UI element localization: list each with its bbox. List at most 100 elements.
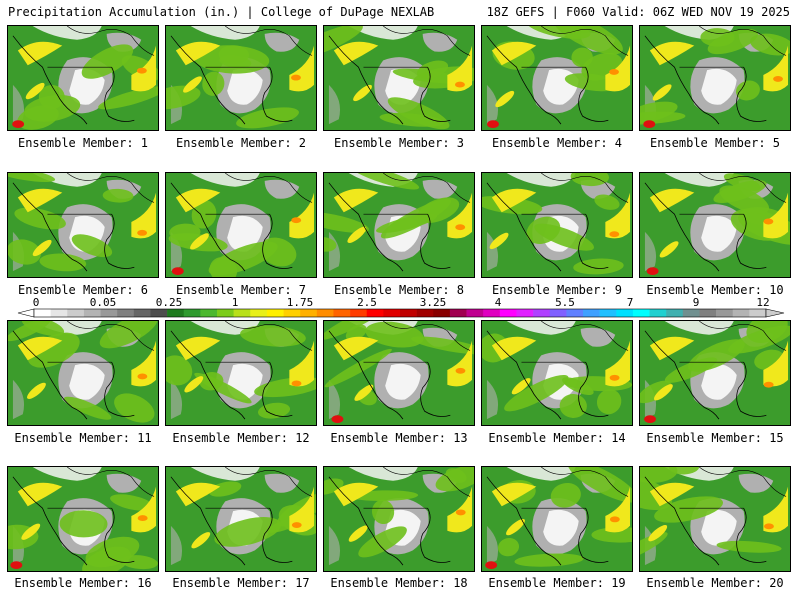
ensemble-member-number: 5 <box>772 136 781 150</box>
colorbar-tick-label: 1 <box>231 296 239 309</box>
ensemble-member-label: Ensemble Member: <box>17 283 134 297</box>
colorbar-swatch <box>300 309 318 317</box>
chart-title: Precipitation Accumulation (in.) | Colle… <box>8 5 435 19</box>
colorbar-swatch <box>599 309 617 317</box>
colorbar-tick-label: 9 <box>692 296 700 309</box>
ensemble-member-number: 13 <box>453 431 468 445</box>
colorbar-tick-label: 0 <box>32 296 40 309</box>
ensemble-member-caption: Ensemble Member: 4 <box>478 136 636 150</box>
ensemble-member-label: Ensemble Member: <box>172 431 288 445</box>
ensemble-member-number: 17 <box>295 576 310 590</box>
colorbar-swatch <box>100 309 118 317</box>
colorbar-swatch <box>499 309 517 317</box>
ensemble-member-number: 8 <box>456 283 465 297</box>
colorbar-swatch <box>50 309 68 317</box>
colorbar-swatch <box>266 309 284 317</box>
ensemble-member-label: Ensemble Member: <box>646 431 762 445</box>
ensemble-member-label: Ensemble Member: <box>330 576 446 590</box>
colorbar-swatch <box>67 309 85 317</box>
ensemble-member-number: 19 <box>611 576 626 590</box>
ensemble-member-label: Ensemble Member: <box>491 136 608 150</box>
colorbar-swatch <box>183 309 201 317</box>
colorbar-swatch <box>732 309 750 317</box>
colorbar-swatch <box>716 309 734 317</box>
colorbar-tick-label: 0.05 <box>89 296 117 309</box>
colorbar-swatch <box>200 309 218 317</box>
ensemble-member-caption: Ensemble Member: 14 <box>478 431 636 445</box>
colorbar-left-arrow <box>17 308 35 318</box>
ensemble-member-label: Ensemble Member: <box>14 576 130 590</box>
ensemble-member-label: Ensemble Member: <box>330 431 446 445</box>
ensemble-map-1 <box>7 25 159 131</box>
colorbar-tick-label: 1.75 <box>286 296 314 309</box>
ensemble-member-label: Ensemble Member: <box>491 283 608 297</box>
ensemble-member-label: Ensemble Member: <box>14 431 130 445</box>
colorbar-swatch <box>533 309 551 317</box>
colorbar-swatch <box>283 309 301 317</box>
ensemble-member-caption: Ensemble Member: 20 <box>636 576 794 590</box>
colorbar-tick-label: 3.25 <box>419 296 447 309</box>
colorbar-swatch <box>749 309 767 317</box>
ensemble-member-label: Ensemble Member: <box>175 283 292 297</box>
colorbar-swatch <box>150 309 168 317</box>
ensemble-map-9 <box>481 172 633 278</box>
model-run-info: 18Z GEFS | F060 Valid: 06Z WED NOV 19 20… <box>486 5 790 19</box>
colorbar-swatch <box>400 309 417 317</box>
ensemble-member-label: Ensemble Member: <box>646 576 762 590</box>
ensemble-map-6 <box>7 172 159 278</box>
ensemble-member-number: 7 <box>298 283 307 297</box>
ensemble-member-caption: Ensemble Member: 12 <box>162 431 320 445</box>
ensemble-map-8 <box>323 172 475 278</box>
ensemble-member-number: 11 <box>137 431 152 445</box>
colorbar-tick-label: 7 <box>626 296 634 309</box>
ensemble-member-caption: Ensemble Member: 3 <box>320 136 478 150</box>
ensemble-member-number: 15 <box>769 431 784 445</box>
colorbar-swatch <box>333 309 351 317</box>
colorbar-swatch <box>632 309 650 317</box>
colorbar-swatch <box>449 309 467 317</box>
ensemble-map-18 <box>323 466 475 572</box>
ensemble-member-number: 10 <box>769 283 784 297</box>
ensemble-map-19 <box>481 466 633 572</box>
ensemble-member-caption: Ensemble Member: 10 <box>636 283 794 297</box>
ensemble-member-number: 9 <box>614 283 623 297</box>
colorbar-tick-label: 2.5 <box>357 296 377 309</box>
ensemble-map-20 <box>639 466 791 572</box>
ensemble-member-number: 4 <box>614 136 623 150</box>
ensemble-map-12 <box>165 320 317 426</box>
ensemble-member-label: Ensemble Member: <box>175 136 292 150</box>
ensemble-member-caption: Ensemble Member: 18 <box>320 576 478 590</box>
colorbar-swatch <box>350 309 368 317</box>
colorbar-tick-label: 5.5 <box>555 296 575 309</box>
ensemble-member-number: 20 <box>769 576 784 590</box>
colorbar-swatch <box>583 309 600 317</box>
ensemble-member-label: Ensemble Member: <box>17 136 134 150</box>
ensemble-map-5 <box>639 25 791 131</box>
ensemble-member-caption: Ensemble Member: 17 <box>162 576 320 590</box>
ensemble-map-4 <box>481 25 633 131</box>
ensemble-map-2 <box>165 25 317 131</box>
colorbar-swatch <box>217 309 234 317</box>
colorbar-swatch <box>83 309 101 317</box>
ensemble-map-13 <box>323 320 475 426</box>
ensemble-member-number: 12 <box>295 431 310 445</box>
colorbar-swatch <box>666 309 684 317</box>
ensemble-member-label: Ensemble Member: <box>649 136 766 150</box>
colorbar-swatch <box>549 309 567 317</box>
colorbar-swatch <box>466 309 484 317</box>
ensemble-map-3 <box>323 25 475 131</box>
ensemble-member-caption: Ensemble Member: 15 <box>636 431 794 445</box>
colorbar-swatch <box>566 309 584 317</box>
ensemble-member-label: Ensemble Member: <box>646 283 762 297</box>
colorbar-swatch <box>699 309 717 317</box>
ensemble-member-caption: Ensemble Member: 9 <box>478 283 636 297</box>
ensemble-member-label: Ensemble Member: <box>488 431 604 445</box>
colorbar-swatch <box>233 309 251 317</box>
ensemble-map-11 <box>7 320 159 426</box>
ensemble-map-10 <box>639 172 791 278</box>
ensemble-map-15 <box>639 320 791 426</box>
colorbar-swatch <box>383 309 401 317</box>
ensemble-map-7 <box>165 172 317 278</box>
ensemble-member-number: 14 <box>611 431 626 445</box>
ensemble-member-label: Ensemble Member: <box>333 136 450 150</box>
